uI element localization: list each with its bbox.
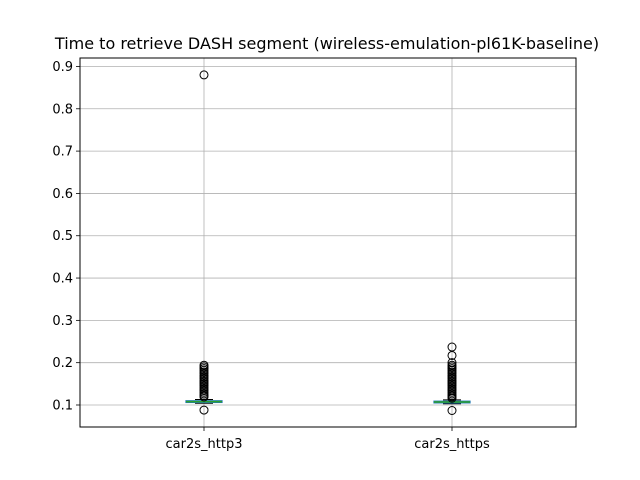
y-tick-label: 0.7 xyxy=(52,145,73,160)
chart-title: Time to retrieve DASH segment (wireless-… xyxy=(54,34,599,53)
y-tick-label: 0.9 xyxy=(52,60,73,75)
outlier-point xyxy=(447,358,457,368)
outlier-point xyxy=(199,70,209,80)
y-tick-label: 0.4 xyxy=(52,272,73,287)
x-axis: car2s_http3 car2s_https xyxy=(166,427,490,452)
y-tick-label: 0.5 xyxy=(52,229,73,244)
y-tick-label: 0.8 xyxy=(52,102,73,117)
plot-area-frame xyxy=(79,57,577,428)
grid-lines xyxy=(80,58,576,427)
y-tick-label: 0.6 xyxy=(52,187,73,202)
outlier-point xyxy=(199,360,209,370)
outlier-point xyxy=(447,360,457,370)
y-axis: 0.1 0.2 0.3 0.4 0.5 0.6 0.7 0.8 0.9 xyxy=(52,60,80,413)
x-tick-label: car2s_http3 xyxy=(166,437,243,452)
outlier-point xyxy=(447,342,457,352)
outlier-point xyxy=(199,405,209,415)
y-tick-label: 0.3 xyxy=(52,314,73,329)
outlier-points xyxy=(199,70,457,415)
x-tick-label: car2s_https xyxy=(414,437,490,452)
y-tick-label: 0.1 xyxy=(52,398,73,413)
y-tick-label: 0.2 xyxy=(52,356,73,371)
outlier-point xyxy=(447,405,457,415)
